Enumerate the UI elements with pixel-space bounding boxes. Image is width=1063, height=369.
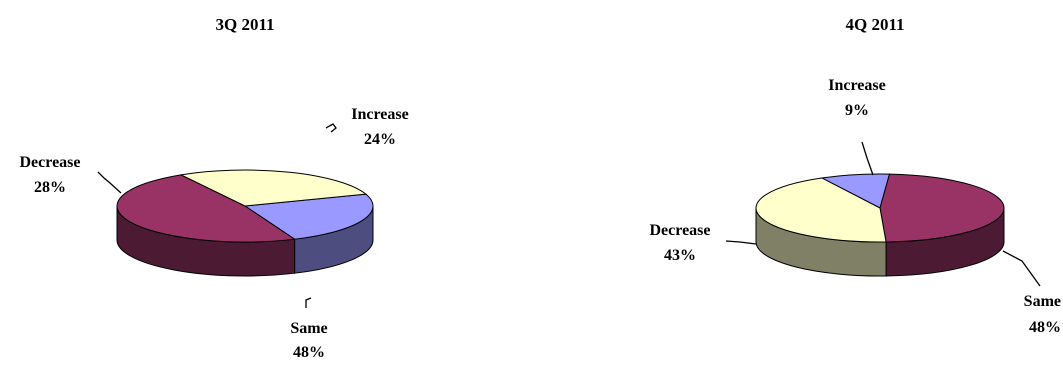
category-label-decrease-4q: Decrease [650, 222, 711, 239]
category-label-same-3q: Same [290, 320, 327, 337]
chart-title-3q-2011: 3Q 2011 [215, 15, 274, 34]
leader-line-decrease [97, 171, 122, 194]
slice-label-decrease-3q: Decrease 28% [20, 154, 81, 196]
category-label-same-4q: Same [1024, 293, 1061, 310]
slice-label-increase-3q: Increase 24% [351, 106, 408, 148]
leader-line-same [1002, 250, 1041, 287]
value-label-decrease-4q: 43% [664, 247, 696, 264]
leader-line-increase [325, 123, 337, 133]
value-label-increase-3q: 24% [364, 131, 396, 148]
category-label-decrease-3q: Decrease [20, 154, 81, 171]
leader-lines [725, 141, 1041, 287]
category-label-increase-4q: Increase [828, 77, 885, 94]
value-label-increase-4q: 9% [845, 102, 869, 119]
leader-line-same [305, 297, 312, 308]
pie-slice-decrease [755, 177, 887, 243]
pie-slice-decrease [179, 169, 368, 207]
pie-tops [755, 173, 1005, 243]
value-label-decrease-3q: 28% [34, 179, 66, 196]
slice-label-decrease-4q: Decrease 43% [650, 222, 711, 264]
pie-chart-4q-2011: 4Q 2011 Increase 9% Decrease 43% Same 48… [650, 15, 1062, 336]
pie-3q-2011 [97, 123, 374, 308]
pie-tops [116, 169, 374, 243]
value-label-same-3q: 48% [293, 344, 325, 361]
pie-chart-3q-2011: 3Q 2011 Increase 24% Decrease 28% Same 4… [20, 15, 409, 361]
leader-line-decrease [725, 240, 757, 245]
leader-lines [97, 123, 337, 308]
pie-slice-same [116, 174, 297, 243]
slice-label-increase-4q: Increase 9% [828, 77, 885, 119]
value-label-same-4q: 48% [1029, 319, 1061, 336]
pie-slice-increase [243, 193, 374, 240]
slice-label-same-3q: Same 48% [290, 320, 327, 361]
pie-4q-2011 [725, 141, 1041, 287]
leader-line-increase [861, 141, 874, 176]
pie-slice-same [879, 173, 1005, 243]
category-label-increase-3q: Increase [351, 106, 408, 123]
chart-title-4q-2011: 4Q 2011 [845, 15, 904, 34]
slice-label-same-4q: Same 48% [1024, 293, 1061, 336]
